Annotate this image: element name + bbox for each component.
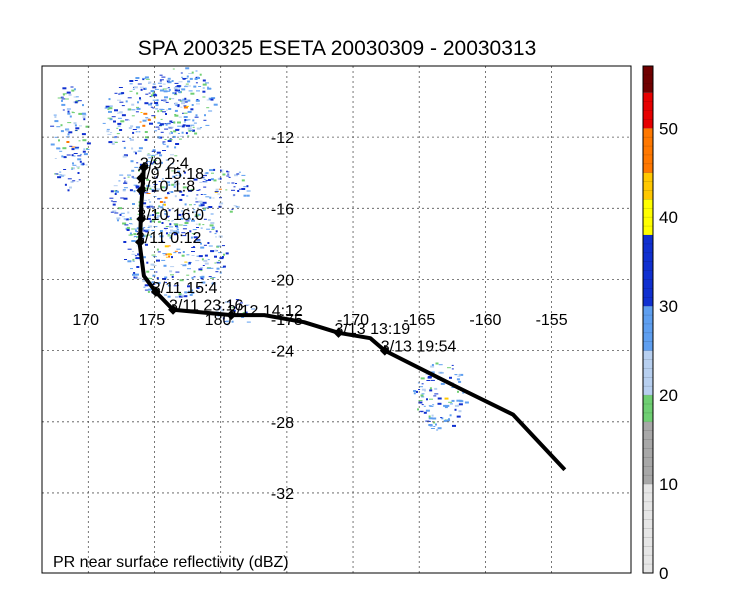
rain-area (196, 168, 251, 215)
fix-marker (134, 237, 145, 248)
graticule (42, 66, 631, 573)
colorbar-frame (642, 65, 654, 574)
rain-area (50, 86, 91, 192)
colorbar-band (643, 421, 653, 485)
colorbar-band (643, 66, 653, 93)
fix-label: 3/11 0:12 (136, 230, 202, 247)
fix-marker (136, 185, 147, 196)
fix-label: 3/13 13:19 (335, 321, 411, 338)
latitude-tick-label: -32 (271, 486, 294, 503)
fix-marker (136, 213, 147, 224)
chart-title: SPA 200325 ESETA 20030309 - 20030313 (138, 37, 537, 60)
latitude-tick-label: -12 (271, 130, 294, 147)
map-frame (41, 65, 632, 574)
latitude-tick-label: -24 (271, 344, 294, 361)
axis-tick-labels: 170 175 180 -175 -170 -165 -160 -155-12-16-20-2… (72, 130, 567, 503)
fix-marker (138, 162, 149, 173)
fix-label: 3/12 14:12 (227, 303, 303, 320)
colorbar-tick-label: 40 (659, 208, 678, 227)
colorbar-tick-label: 20 (659, 386, 678, 405)
fix-label: 3/10 1:8 (137, 179, 195, 196)
colorbar-band (643, 235, 653, 307)
colorbar-band (643, 306, 653, 351)
colorbar-band (643, 172, 653, 200)
colorbar: 0 10 20 30 40 50 (642, 65, 678, 583)
longitude-tick-label: -160 (469, 312, 501, 329)
rain-area (123, 211, 229, 298)
rain-area (413, 362, 469, 431)
track-fixes: 3/9 2:43/9 15:183/10 1:8 3/10 16:0 3/11 0:… (134, 155, 457, 356)
longitude-tick-label: -155 (536, 312, 568, 329)
fix-label: 3/10 16:0 (137, 207, 204, 224)
colorbar-band (643, 128, 653, 173)
longitude-tick-label: -165 (403, 312, 435, 329)
colorbar-tick-label: 30 (659, 297, 678, 316)
fix-marker (136, 173, 147, 184)
colorbar-band (643, 395, 653, 422)
track-line (137, 167, 567, 472)
colorbar-band (643, 350, 653, 396)
longitude-tick-label: -170 (337, 312, 369, 329)
rain-area (109, 161, 205, 237)
longitude-tick-label: 170 (72, 312, 99, 329)
fix-label: 3/9 15:18 (137, 166, 204, 183)
latitude-tick-label: -16 (271, 201, 294, 218)
latitude-tick-label: -28 (271, 415, 294, 432)
fix-marker (150, 286, 161, 297)
colorbar-band (643, 92, 653, 129)
fix-marker (333, 327, 344, 338)
fix-label: 3/11 23:16 (169, 298, 244, 315)
fix-label: 3/11 15:4 (152, 280, 218, 297)
colorbar-band (643, 484, 653, 573)
rain-area (150, 67, 218, 137)
fix-label: 3/9 2:4 (140, 155, 189, 172)
fix-label: 3/13 19:54 (381, 339, 457, 356)
fix-marker (379, 345, 390, 356)
latitude-tick-label: -20 (271, 272, 294, 289)
longitude-tick-label: 175 (139, 312, 166, 329)
colorbar-tick-label: 0 (659, 564, 668, 583)
reflectivity-label: PR near surface reflectivity (dBZ) (53, 554, 289, 571)
storm-track (137, 167, 567, 472)
fix-marker (226, 310, 237, 321)
colorbar-tick-label: 50 (659, 119, 678, 138)
fix-marker (168, 304, 179, 315)
precipitation-layer (50, 67, 469, 431)
colorbar-tick-label: 10 (659, 475, 678, 494)
colorbar-band (643, 199, 653, 235)
